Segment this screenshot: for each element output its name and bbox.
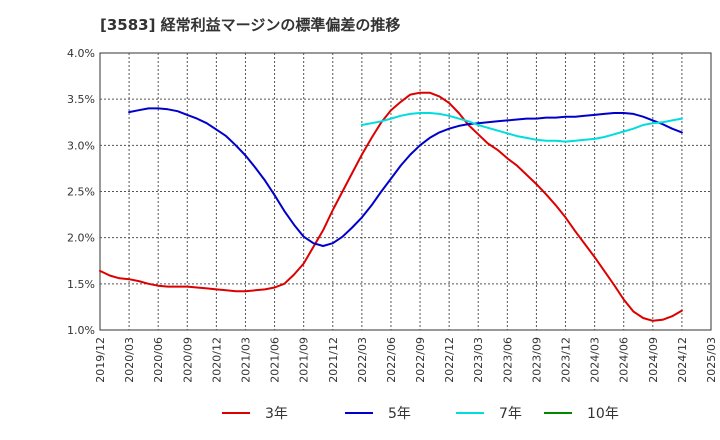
x-tick-label: 2025/03 — [705, 337, 718, 383]
y-tick-label: 3.0% — [67, 139, 95, 152]
x-tick-label: 2019/12 — [94, 337, 107, 383]
series-lines — [99, 91, 683, 322]
x-tick-label: 2024/09 — [647, 337, 660, 383]
x-tick-label: 2022/03 — [356, 337, 369, 383]
legend-label: 3年 — [265, 406, 288, 422]
legend-label: 7年 — [499, 406, 522, 422]
x-axis-ticks: 2019/12 2020/03 2020/06 2020/09 2020/12 2021/… — [94, 337, 718, 383]
x-tick-label: 2021/06 — [269, 337, 282, 383]
x-tick-label: 2020/12 — [210, 337, 223, 383]
legend-label: 5年 — [388, 406, 411, 422]
x-tick-label: 2024/03 — [589, 337, 602, 383]
y-tick-label: 3.5% — [67, 93, 95, 106]
x-tick-label: 2021/12 — [327, 337, 340, 383]
series-line — [360, 112, 683, 143]
grid-lines — [100, 53, 711, 330]
series-line — [128, 107, 683, 247]
x-tick-label: 2023/12 — [560, 337, 573, 383]
y-tick-label: 4.0% — [67, 47, 95, 60]
series-line — [99, 91, 683, 322]
x-tick-label: 2023/03 — [472, 337, 485, 383]
x-tick-label: 2021/03 — [239, 337, 252, 383]
x-tick-label: 2020/09 — [181, 337, 194, 383]
y-tick-label: 1.0% — [67, 324, 95, 337]
x-tick-label: 2023/09 — [530, 337, 543, 383]
y-tick-label: 2.5% — [67, 186, 95, 199]
x-tick-label: 2022/06 — [385, 337, 398, 383]
y-tick-label: 2.0% — [67, 232, 95, 245]
x-tick-label: 2022/09 — [414, 337, 427, 383]
x-tick-label: 2024/12 — [676, 337, 689, 383]
legend-label: 10年 — [587, 406, 619, 422]
legend: 3年 5年 7年 10年 — [222, 406, 619, 422]
y-tick-label: 1.5% — [67, 278, 95, 291]
x-tick-label: 2020/03 — [123, 337, 136, 383]
x-tick-label: 2024/06 — [618, 337, 631, 383]
x-tick-label: 2021/09 — [298, 337, 311, 383]
chart-title: [3583] 経常利益マージンの標準偏差の推移 — [100, 16, 401, 34]
x-tick-label: 2023/06 — [501, 337, 514, 383]
x-tick-label: 2020/06 — [152, 337, 165, 383]
x-tick-label: 2022/12 — [443, 337, 456, 383]
y-axis-ticks: 1.0% 1.5% 2.0% 2.5% 3.0% 3.5% 4.0% — [67, 47, 95, 337]
